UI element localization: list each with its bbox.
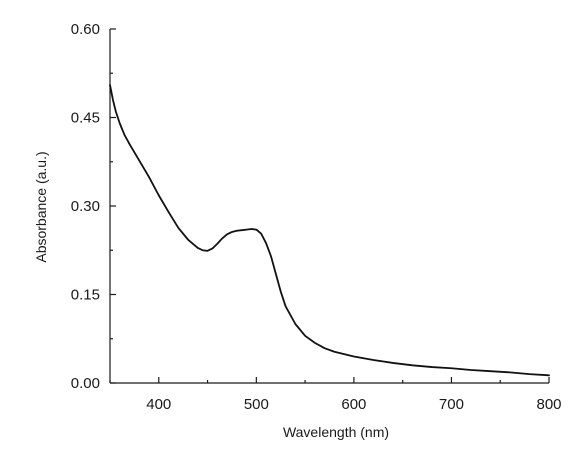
tick-marks bbox=[109, 28, 550, 384]
y-tick-label: 0.30 bbox=[71, 198, 100, 215]
series-lines bbox=[109, 84, 550, 377]
x-tick-label: 400 bbox=[146, 396, 171, 413]
x-tick-label: 500 bbox=[244, 396, 269, 413]
y-tick-label: 0.60 bbox=[71, 21, 100, 38]
y-tick-label: 0.00 bbox=[71, 375, 100, 392]
absorbance-series-line bbox=[109, 84, 550, 377]
x-tick-label: 600 bbox=[341, 396, 366, 413]
tick-labels: 0.00 0.15 0.30 0.45 0.60 400 500 600 700 800 bbox=[71, 21, 562, 413]
x-tick-label: 800 bbox=[536, 396, 561, 413]
y-axis-label: Absorbance (a.u.) bbox=[33, 151, 49, 262]
axes bbox=[109, 29, 549, 384]
y-tick-label: 0.45 bbox=[71, 110, 100, 127]
x-axis-label: Wavelength (nm) bbox=[283, 424, 389, 440]
y-tick-label: 0.15 bbox=[71, 287, 100, 304]
x-tick-label: 700 bbox=[439, 396, 464, 413]
